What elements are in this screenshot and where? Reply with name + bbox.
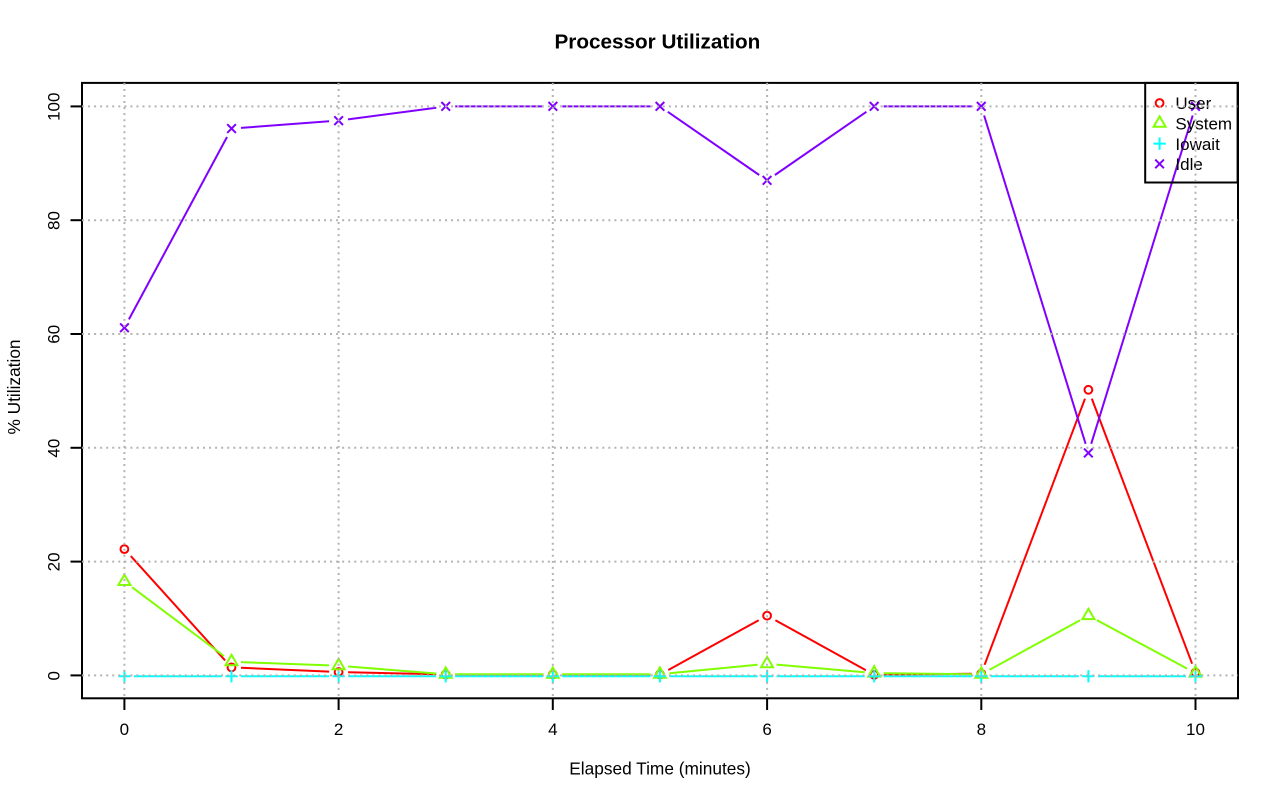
- svg-text:System: System: [1175, 115, 1232, 134]
- svg-text:Idle: Idle: [1175, 155, 1202, 174]
- svg-text:2: 2: [334, 720, 343, 739]
- svg-text:40: 40: [45, 439, 64, 458]
- svg-text:60: 60: [45, 325, 64, 344]
- svg-text:10: 10: [1186, 720, 1205, 739]
- svg-text:Elapsed Time (minutes): Elapsed Time (minutes): [569, 759, 751, 779]
- svg-text:% Utilization: % Utilization: [4, 339, 24, 434]
- svg-text:4: 4: [548, 720, 557, 739]
- svg-text:0: 0: [120, 720, 129, 739]
- svg-text:Processor Utilization: Processor Utilization: [555, 30, 761, 53]
- svg-text:0: 0: [45, 671, 64, 680]
- svg-text:80: 80: [45, 211, 64, 230]
- svg-text:User: User: [1175, 94, 1211, 113]
- svg-text:20: 20: [45, 552, 64, 571]
- svg-text:100: 100: [45, 93, 64, 121]
- svg-text:Iowait: Iowait: [1175, 135, 1220, 154]
- svg-text:6: 6: [762, 720, 771, 739]
- svg-text:8: 8: [977, 720, 986, 739]
